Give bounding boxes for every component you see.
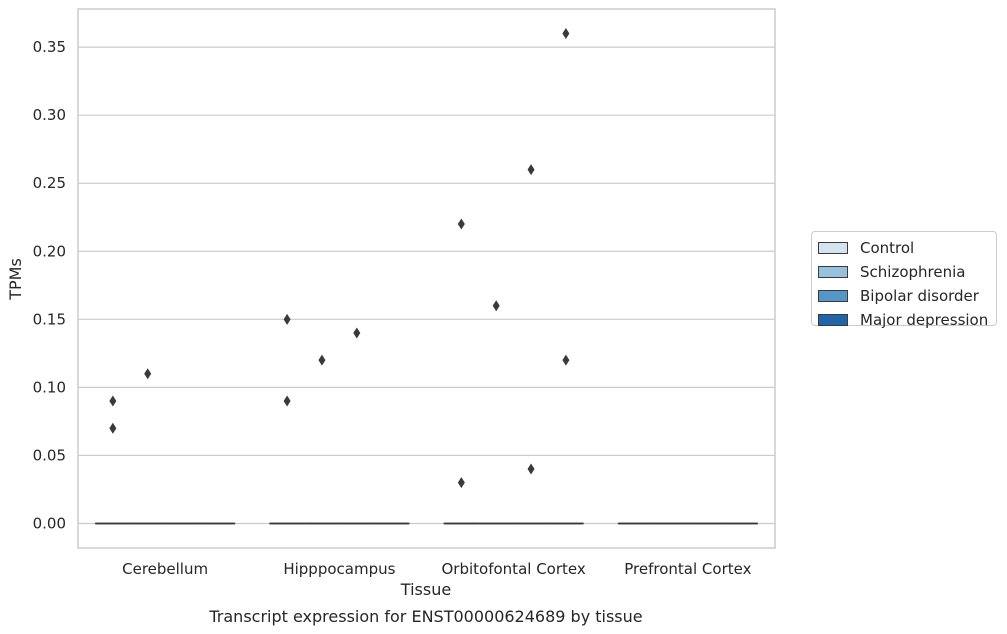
y-tick-label: 0.35	[33, 38, 66, 56]
outlier-point	[457, 477, 465, 489]
y-tick-label: 0.15	[33, 310, 66, 328]
x-tick-label: Cerebellum	[122, 560, 208, 578]
legend-item-bipolar-disorder: Bipolar disorder	[818, 284, 996, 308]
legend-item-major-depression: Major depression	[818, 308, 996, 332]
plot-frame	[77, 8, 776, 549]
y-tick-label: 0.00	[33, 515, 66, 533]
legend-label: Bipolar disorder	[860, 287, 979, 305]
x-tick-label: Prefrontal Cortex	[624, 560, 751, 578]
y-tick-labels: 0.00 0.05 0.10 0.15 0.20 0.25 0.30 0.35	[33, 38, 66, 532]
outlier-point	[457, 218, 465, 230]
legend-swatch-schizophrenia	[818, 266, 848, 278]
y-tick-label: 0.10	[33, 378, 66, 396]
legend-swatch-control	[818, 242, 848, 254]
x-tick-label: Orbitofontal Cortex	[442, 560, 586, 578]
legend-label: Control	[860, 239, 915, 257]
x-tick-labels: Cerebellum Hipppocampus Orbitofontal Corte…	[122, 560, 751, 578]
legend: Control Schizophrenia Bipolar disorder M…	[811, 231, 997, 329]
outlier-point	[492, 300, 500, 312]
outlier-point	[109, 395, 117, 407]
outlier-point	[562, 28, 570, 39]
y-axis-label: TPMs	[6, 258, 25, 301]
x-tick-label: Hipppocampus	[283, 560, 395, 578]
outlier-point	[283, 313, 291, 325]
legend-label: Major depression	[860, 311, 989, 329]
outlier-point	[283, 395, 291, 407]
y-tick-label: 0.20	[33, 242, 66, 260]
outlier-point	[527, 164, 535, 176]
outlier-point	[109, 422, 117, 434]
outliers	[109, 28, 570, 489]
x-axis-label: Tissue	[400, 580, 451, 599]
outlier-point	[353, 327, 361, 339]
legend-swatch-major-depression	[818, 314, 848, 326]
outlier-point	[144, 368, 152, 380]
gridlines	[78, 46, 775, 525]
chart-caption: Transcript expression for ENST0000062468…	[208, 607, 642, 626]
legend-label: Schizophrenia	[860, 263, 966, 281]
legend-swatch-bipolar-disorder	[818, 290, 848, 302]
y-tick-label: 0.05	[33, 446, 66, 464]
legend-item-control: Control	[818, 236, 996, 260]
y-tick-label: 0.25	[33, 174, 66, 192]
outlier-point	[562, 354, 570, 366]
y-tick-label: 0.30	[33, 106, 66, 124]
outlier-point	[527, 463, 535, 475]
outlier-point	[318, 354, 326, 366]
legend-item-schizophrenia: Schizophrenia	[818, 260, 996, 284]
